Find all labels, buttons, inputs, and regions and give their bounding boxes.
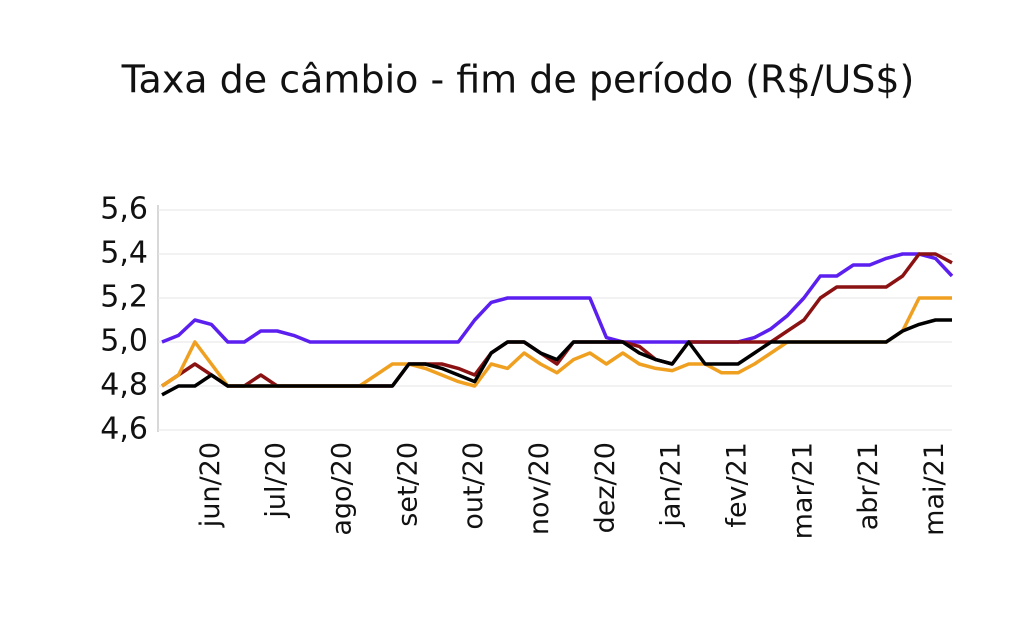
x-tick-label: jan/21 <box>656 442 687 528</box>
chart-title: Taxa de câmbio - fim de período (R$/US$) <box>121 58 915 102</box>
y-tick-label: 4,8 <box>100 368 148 403</box>
y-tick-label: 5,2 <box>100 280 148 315</box>
x-tick-label: dez/20 <box>590 442 621 533</box>
x-tick-label: ago/20 <box>327 442 358 536</box>
x-tick-label: out/20 <box>458 442 489 530</box>
x-tick-label: nov/20 <box>524 442 555 535</box>
y-tick-label: 5,4 <box>100 236 148 271</box>
y-tick-label: 5,0 <box>100 324 148 359</box>
series-line <box>161 318 952 397</box>
x-tick-label: jul/20 <box>261 442 292 519</box>
x-tick-label: set/20 <box>392 442 423 527</box>
x-tick-label: jun/20 <box>195 442 226 528</box>
series-line <box>161 252 953 388</box>
x-tick-label: mai/21 <box>919 442 950 536</box>
x-tick-label: mar/21 <box>787 442 818 539</box>
series-line <box>161 252 954 344</box>
y-tick-label: 5,6 <box>100 192 148 227</box>
y-tick-label: 4,6 <box>100 412 148 447</box>
x-tick-label: abr/21 <box>853 442 884 530</box>
x-tick-label: fev/21 <box>722 442 753 528</box>
